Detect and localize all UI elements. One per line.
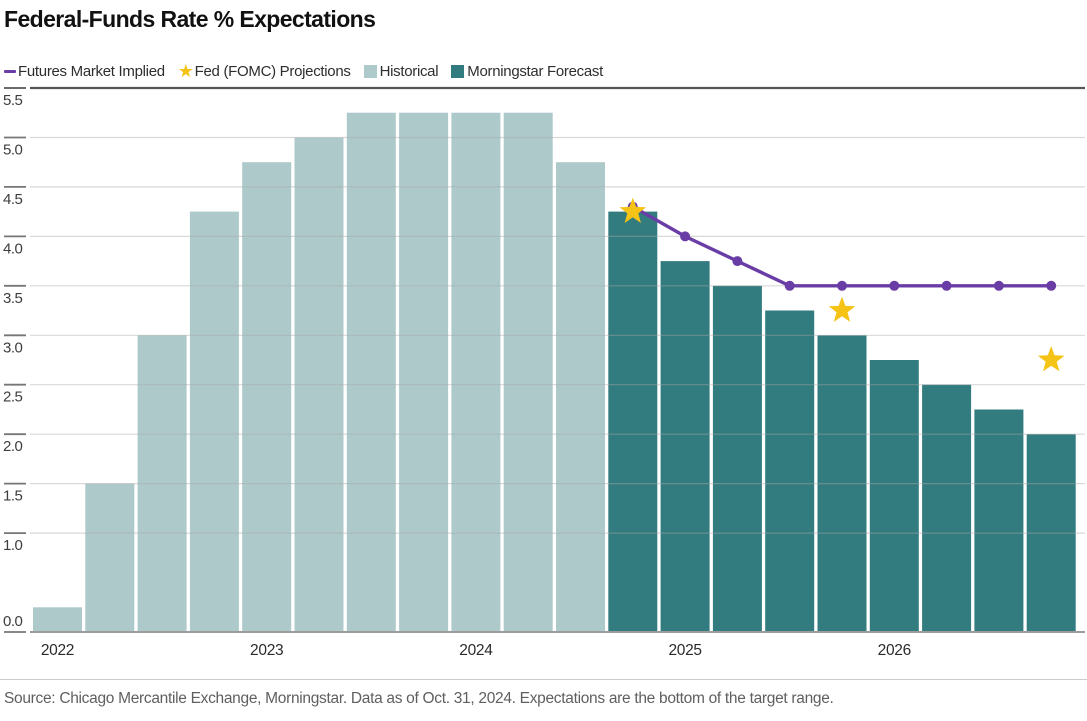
futures-line-dash-icon — [4, 69, 16, 74]
x-axis-label: 2025 — [668, 642, 701, 659]
forecast-bar — [608, 211, 658, 632]
forecast-bar — [660, 261, 710, 632]
historical-bar — [85, 483, 135, 632]
historical-bar — [556, 162, 605, 632]
fomc-projection-star — [619, 197, 647, 223]
y-axis-label: 0.0 — [3, 613, 23, 630]
historical-bar — [503, 112, 553, 632]
page-title: Federal-Funds Rate % Expectations — [4, 6, 376, 32]
historical-bar — [399, 112, 449, 632]
futures-point — [732, 256, 743, 267]
futures-point — [837, 280, 847, 291]
futures-point — [941, 280, 952, 291]
y-axis-label: 5.0 — [3, 142, 23, 159]
forecast-bar — [1026, 434, 1076, 632]
fomc-star-icon: ★ — [177, 60, 194, 81]
y-axis-label: 4.0 — [3, 240, 23, 257]
legend-item-fomc: ★ Fed (FOMC) Projections — [177, 60, 351, 81]
x-axis-label: 2026 — [878, 642, 911, 659]
legend-label: Futures Market Implied — [18, 63, 165, 80]
forecast-bar — [974, 409, 1024, 632]
y-axis-label: 3.0 — [3, 339, 23, 356]
legend-item-futures: Futures Market Implied — [4, 63, 165, 80]
legend-item-historical: Historical — [363, 63, 439, 80]
legend-item-forecast: Morningstar Forecast — [451, 63, 603, 80]
source-note: Source: Chicago Mercantile Exchange, Mor… — [4, 690, 834, 707]
forecast-bar — [817, 335, 867, 632]
futures-point — [889, 280, 900, 291]
fomc-projection-star — [828, 296, 856, 322]
futures-point — [784, 280, 795, 291]
forecast-bar — [869, 360, 919, 632]
legend-label: Fed (FOMC) Projections — [194, 63, 351, 80]
y-axis-label: 1.0 — [3, 537, 23, 554]
forecast-bar — [712, 285, 762, 632]
y-axis-label: 1.5 — [3, 488, 23, 505]
legend-label: Historical — [379, 63, 439, 80]
historical-bar — [189, 211, 239, 632]
y-axis-label: 3.5 — [3, 290, 23, 307]
forecast-bar — [922, 384, 972, 632]
legend-label: Morningstar Forecast — [467, 63, 603, 80]
x-axis-label: 2024 — [459, 642, 493, 659]
historical-bar — [33, 607, 82, 632]
y-axis-label: 5.5 — [3, 92, 23, 109]
chart-legend: Futures Market Implied ★ Fed (FOMC) Proj… — [4, 60, 616, 81]
historical-bar — [346, 112, 396, 632]
y-axis-label: 2.0 — [3, 438, 23, 455]
y-axis-label: 4.5 — [3, 191, 23, 208]
forecast-bar — [765, 310, 815, 632]
historical-swatch-icon — [363, 65, 377, 78]
historical-bar — [451, 112, 501, 632]
fomc-projection-star — [1037, 346, 1065, 372]
futures-point — [680, 231, 691, 242]
futures-point — [1046, 280, 1057, 291]
x-axis-label: 2023 — [250, 642, 283, 659]
y-axis-label: 2.5 — [3, 389, 23, 406]
chart-footer: Source: Chicago Mercantile Exchange, Mor… — [0, 679, 1087, 708]
forecast-swatch-icon — [451, 65, 465, 78]
x-axis-label: 2022 — [41, 642, 74, 659]
futures-point — [993, 280, 1004, 291]
historical-bar — [137, 335, 187, 632]
historical-bar — [242, 162, 292, 632]
historical-bar — [294, 137, 344, 632]
